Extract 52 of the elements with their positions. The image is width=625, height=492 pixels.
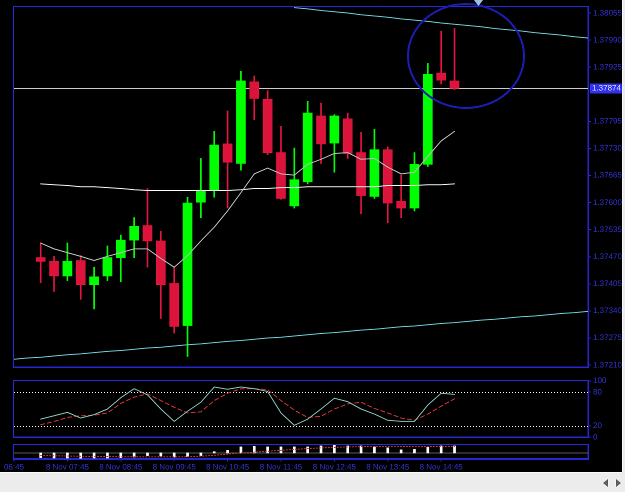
bar [373,446,376,454]
ref-line-label: 1.37874 [592,84,622,93]
x-tick-label: 06:45 [4,462,25,472]
bar [400,450,402,454]
bar [226,450,229,454]
bar [66,452,69,458]
bar [160,452,162,456]
bar [360,446,362,454]
bar [266,446,269,454]
y-tick-label: 80 [593,387,602,396]
x-tick-label: 8 Nov 12:45 [312,462,356,472]
bar [413,449,416,454]
x-tick-label: 8 Nov 09:45 [152,462,196,472]
candlestick [450,28,460,90]
x-tick-label: 8 Nov 13:45 [366,462,410,472]
bar [292,446,296,454]
y-tick-label: 1.37275 [593,333,622,342]
y-tick-label: 1.37340 [593,306,622,316]
bar [346,446,350,454]
x-tick-label: 8 Nov 14:45 [420,462,464,472]
y-tick-label: 100 [593,376,607,386]
bar [200,452,202,456]
bar [440,446,442,454]
x-tick-label: 8 Nov 07:45 [46,462,90,472]
bar [333,445,336,454]
bar [92,452,96,458]
y-tick-label: 1.37730 [593,144,622,153]
y-tick-label: 1.37795 [593,116,622,126]
bar [146,452,149,456]
y-tick-label: 1.37600 [593,198,622,207]
bar [106,452,109,458]
bar [320,446,322,454]
bar [386,448,390,454]
y-tick-label: 1.38055 [593,8,622,18]
x-tick-label: 8 Nov 11:45 [260,462,303,472]
y-tick-label: 1.37535 [593,224,622,234]
y-tick-label: 1.37990 [593,35,622,44]
candlestick [142,188,152,268]
bar [52,452,56,458]
x-tick-label: 8 Nov 10:45 [206,462,250,472]
bar [426,447,430,454]
y-tick-label: 20 [593,421,602,430]
y-tick-label: 0 [593,432,598,442]
bar [280,446,282,454]
y-tick-label: 1.37470 [593,252,622,261]
y-tick-label: 1.37925 [593,62,622,72]
y-tick-label: 1.37210 [593,360,622,370]
y-tick-label: 1.37665 [593,170,622,180]
y-tick-label: 1.37405 [593,279,622,288]
bar [453,446,456,454]
bar [240,446,242,454]
x-tick-label: 8 Nov 08:45 [99,462,143,472]
